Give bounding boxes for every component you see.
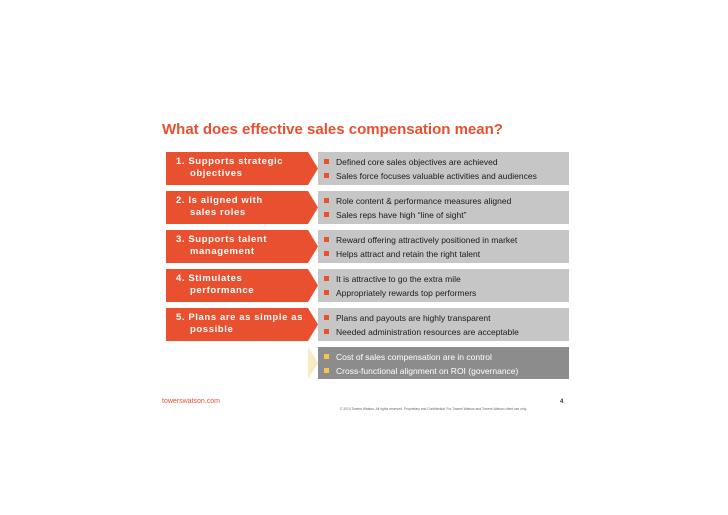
criteria-row: 5. Plans are as simple as possible Plans… [166,308,569,341]
footer-brand-link[interactable]: towerswatson.com [162,398,220,405]
bullet-text: Sales reps have high “line of sight” [336,209,467,220]
criteria-label-line1: 3. Supports talent [176,234,268,245]
criteria-label-line1: 2. Is aligned with [176,195,263,206]
square-bullet-icon [324,251,329,256]
criteria-label-line1: 5. Plans are as simple as [176,312,303,323]
criteria-list: 1. Supports strategic objectives Defined… [166,152,569,385]
criteria-label: 1. Supports strategic objectives [166,152,308,185]
bullet-text: Appropriately rewards top performers [336,287,477,298]
bullet-item: It is attractive to go the extra mile [318,272,569,285]
bullet-text: Role content & performance measures alig… [336,195,512,206]
bullet-item: Plans and payouts are highly transparent [318,311,569,324]
criteria-row: 3. Supports talent management Reward off… [166,230,569,263]
arrow-right-icon [308,347,318,379]
bullet-text: It is attractive to go the extra mile [336,273,461,284]
square-bullet-icon [324,315,329,320]
criteria-details: Defined core sales objectives are achiev… [318,152,569,185]
arrow-right-icon [308,230,318,263]
copyright-text: © 2010 Towers Watson. All rights reserve… [340,407,527,411]
bullet-text: Reward offering attractively positioned … [336,234,518,245]
criteria-details: Cost of sales compensation are in contro… [318,347,569,379]
square-bullet-icon [324,290,329,295]
bullet-item: Cross-functional alignment on ROI (gover… [318,364,569,377]
bullet-item: Sales force focuses valuable activities … [318,169,569,182]
criteria-label: 5. Plans are as simple as possible [166,308,308,341]
square-bullet-icon [324,354,329,359]
bullet-text: Plans and payouts are highly transparent [336,312,491,323]
criteria-details: Plans and payouts are highly transparent… [318,308,569,341]
bullet-text: Helps attract and retain the right talen… [336,248,481,259]
square-bullet-icon [324,329,329,334]
criteria-label: 2. Is aligned with sales roles [166,191,308,224]
page-number: 4 [560,399,564,405]
criteria-row: 2. Is aligned with sales roles Role cont… [166,191,569,224]
criteria-label-line2: performance [190,284,255,296]
arrow-right-icon [308,308,318,341]
criteria-row: 1. Supports strategic objectives Defined… [166,152,569,185]
criteria-label-line2: management [190,245,255,257]
bullet-text: Sales force focuses valuable activities … [336,170,537,181]
criteria-details: Role content & performance measures alig… [318,191,569,224]
bullet-item: Reward offering attractively positioned … [318,233,569,246]
slide-title: What does effective sales compensation m… [162,121,503,138]
criteria-row-highlight: 6. Plans are cost- effective (ROI) Cost … [166,347,569,379]
arrow-right-icon [308,152,318,185]
criteria-label-line1: 1. Supports strategic [176,156,284,167]
bullet-text: Cost of sales compensation are in contro… [336,351,492,362]
criteria-label-line1: 4. Stimulates [176,273,243,284]
bullet-text: Defined core sales objectives are achiev… [336,156,498,167]
bullet-text: Cross-functional alignment on ROI (gover… [336,365,519,376]
square-bullet-icon [324,198,329,203]
square-bullet-icon [324,368,329,373]
square-bullet-icon [324,237,329,242]
criteria-details: Reward offering attractively positioned … [318,230,569,263]
square-bullet-icon [324,159,329,164]
criteria-label: 4. Stimulates performance [166,269,308,302]
arrow-right-icon [308,269,318,302]
bullet-item: Cost of sales compensation are in contro… [318,350,569,363]
bullet-item: Needed administration resources are acce… [318,325,569,338]
bullet-text: Needed administration resources are acce… [336,326,519,337]
criteria-label: 6. Plans are cost- effective (ROI) [166,347,313,379]
bullet-item: Defined core sales objectives are achiev… [318,155,569,168]
square-bullet-icon [324,212,329,217]
criteria-details: It is attractive to go the extra mile Ap… [318,269,569,302]
criteria-label-line2: (ROI) [190,362,217,374]
square-bullet-icon [324,173,329,178]
criteria-row: 4. Stimulates performance It is attracti… [166,269,569,302]
arrow-right-icon [308,191,318,224]
bullet-item: Appropriately rewards top performers [318,286,569,299]
criteria-label-line2: objectives [190,167,243,179]
criteria-label-line1: 6. Plans are cost- effective [176,351,313,362]
criteria-label-line2: sales roles [190,206,246,218]
bullet-item: Role content & performance measures alig… [318,194,569,207]
square-bullet-icon [324,276,329,281]
bullet-item: Helps attract and retain the right talen… [318,247,569,260]
criteria-label: 3. Supports talent management [166,230,308,263]
bullet-item: Sales reps have high “line of sight” [318,208,569,221]
criteria-label-line2: possible [190,323,234,335]
